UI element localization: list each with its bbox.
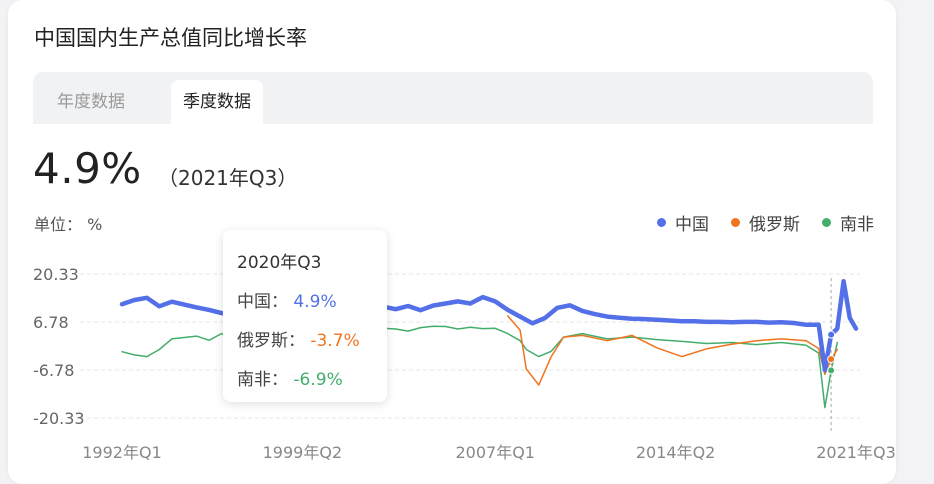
y-tick-label: -20.33 <box>33 409 85 428</box>
tooltip-row-russia: 俄罗斯： -3.7% <box>237 326 373 351</box>
tab-quarterly-data[interactable]: 季度数据 <box>171 80 263 124</box>
south-africa-series-hover-point <box>827 366 836 375</box>
page-title: 中国国内生产总值同比增长率 <box>34 26 307 50</box>
legend-dot-china <box>657 218 666 227</box>
current-value: 4.9% <box>33 144 142 193</box>
tooltip-value-south-africa: -6.9% <box>293 370 343 390</box>
x-tick-label: 2021年Q3 <box>816 443 896 462</box>
tooltip-name-south-africa: 南非： <box>237 370 288 390</box>
y-tick-label: -6.78 <box>33 361 74 380</box>
russia-series-hover-point <box>827 355 836 364</box>
unit-label: 单位： % <box>34 215 103 234</box>
current-period: （2021年Q3） <box>158 166 298 190</box>
tooltip-value-china: 4.9% <box>293 292 337 312</box>
tooltip-value-russia: -3.7% <box>310 331 360 351</box>
legend-label-south-africa: 南非 <box>840 215 874 235</box>
legend-label-china: 中国 <box>675 215 709 235</box>
tooltip-row-china: 中国： 4.9% <box>237 287 373 312</box>
tab-bar: 年度数据 季度数据 <box>33 72 873 124</box>
tab-annual-data[interactable]: 年度数据 <box>57 92 125 112</box>
legend-item-south-africa[interactable]: 南非 <box>822 210 874 235</box>
legend-label-russia: 俄罗斯 <box>749 215 800 235</box>
x-tick-label: 1992年Q1 <box>82 443 162 462</box>
legend-item-russia[interactable]: 俄罗斯 <box>731 210 800 235</box>
x-tick-label: 1999年Q2 <box>263 443 343 462</box>
x-tick-label: 2007年Q1 <box>455 443 535 462</box>
legend-item-china[interactable]: 中国 <box>657 210 709 235</box>
legend-dot-south-africa <box>822 218 831 227</box>
china-series-hover-point <box>827 330 836 339</box>
y-tick-label: 6.78 <box>33 313 69 332</box>
tooltip-name-china: 中国： <box>237 292 288 312</box>
chart-tooltip: 2020年Q3 中国： 4.9% 俄罗斯： -3.7% 南非： -6.9% <box>223 230 387 402</box>
russia-series-line <box>506 315 839 386</box>
tooltip-row-south-africa: 南非： -6.9% <box>237 365 373 390</box>
legend-dot-russia <box>731 218 740 227</box>
tooltip-title: 2020年Q3 <box>237 253 322 273</box>
tooltip-name-russia: 俄罗斯： <box>237 331 305 351</box>
legend: 中国 俄罗斯 南非 <box>657 210 874 235</box>
y-tick-label: 20.33 <box>33 265 79 284</box>
x-tick-label: 2014年Q2 <box>636 443 716 462</box>
